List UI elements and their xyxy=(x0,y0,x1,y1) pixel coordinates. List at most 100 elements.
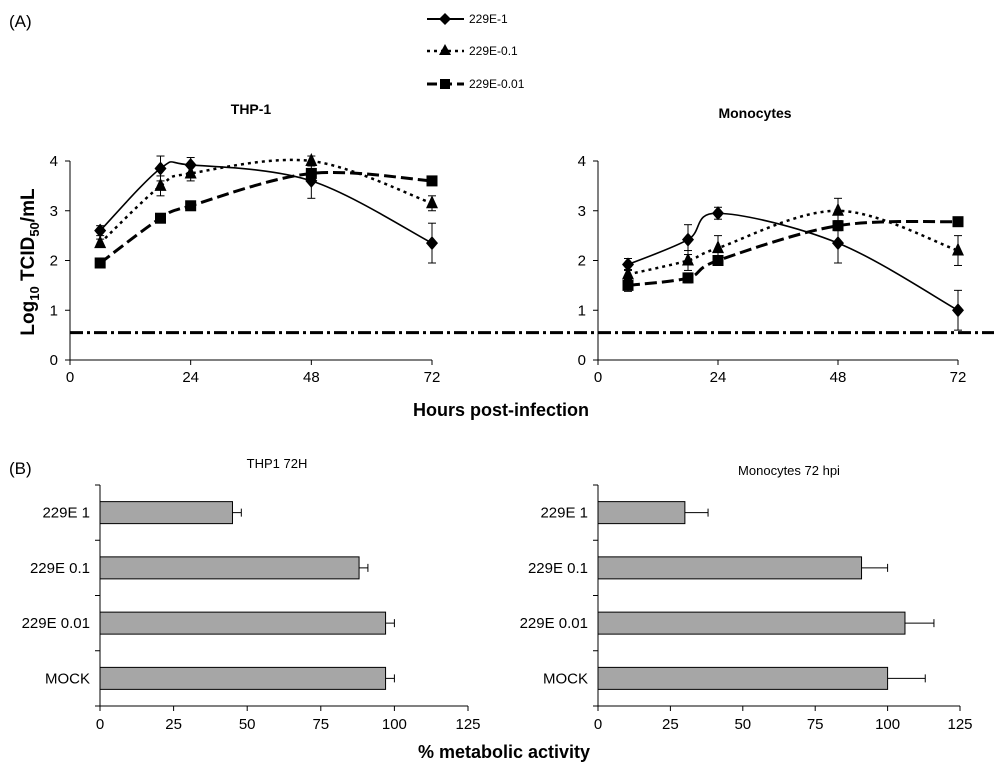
legend-entry-229E-1: 229E-1 xyxy=(427,12,508,26)
x-tick-label: 24 xyxy=(182,369,199,386)
y-tick-label: 1 xyxy=(578,302,586,319)
chart-title: Monocytes xyxy=(718,105,791,121)
data-point xyxy=(712,255,724,266)
bar xyxy=(99,611,387,635)
series-229E-0.1 xyxy=(622,197,964,280)
chart-title: THP-1 xyxy=(231,101,272,117)
legend-label-1: 229E-1 xyxy=(469,12,508,26)
x-tick-label: 125 xyxy=(947,716,972,733)
data-point xyxy=(154,161,167,176)
x-tick-label: 0 xyxy=(66,369,74,386)
chart-title: THP1 72H xyxy=(247,456,308,471)
category-label: 229E 0.1 xyxy=(30,560,90,577)
series-line xyxy=(627,219,959,287)
series-229E-0.01 xyxy=(622,216,964,292)
data-point xyxy=(952,216,964,228)
bar xyxy=(99,666,387,690)
data-point xyxy=(712,240,724,254)
series-229E-0.1 xyxy=(94,153,438,249)
data-point xyxy=(832,220,844,232)
panel-a-label: (A) xyxy=(9,12,32,31)
data-point xyxy=(305,167,317,179)
data-point xyxy=(426,236,438,251)
line-chart-monocytes: Monocytes 0 1 2 3 4 0 24 48 72 xyxy=(578,105,967,386)
data-point xyxy=(94,223,107,238)
bar xyxy=(99,501,233,525)
series-line xyxy=(99,161,433,244)
x-tick-label: 50 xyxy=(239,716,256,733)
category-label: MOCK xyxy=(543,670,588,687)
category-label: 229E 0.01 xyxy=(520,615,588,632)
series-line xyxy=(627,209,959,276)
y-tick-label: 0 xyxy=(50,352,58,369)
y-tick-label: 1 xyxy=(50,302,58,319)
data-point xyxy=(622,266,634,280)
y-tick-label: 4 xyxy=(50,153,58,170)
x-tick-label: 72 xyxy=(424,369,441,386)
data-point xyxy=(305,153,318,166)
x-tick-label: 25 xyxy=(662,716,679,733)
legend-entry-229E-0.1: 229E-0.1 xyxy=(427,44,518,58)
bar xyxy=(597,611,906,635)
bar xyxy=(597,556,863,580)
series-229E-1 xyxy=(622,206,964,331)
series-line xyxy=(99,158,433,244)
x-tick-label: 48 xyxy=(830,369,847,386)
series-229E-0.01 xyxy=(94,167,438,269)
legend-label-3: 229E-0.01 xyxy=(469,77,525,91)
x-tick-label: 100 xyxy=(382,716,407,733)
y-tick-label: 3 xyxy=(50,203,58,220)
data-point xyxy=(682,272,694,284)
x-tick-label: 25 xyxy=(165,716,182,733)
bar xyxy=(597,501,686,525)
data-point xyxy=(154,177,167,191)
legend-entry-229E-0.01: 229E-0.01 xyxy=(427,77,525,91)
data-point xyxy=(184,165,197,179)
line-chart-thp1: THP-1 0 1 2 3 4 0 24 48 72 xyxy=(50,101,441,386)
series-line xyxy=(627,212,959,311)
data-point xyxy=(832,202,844,216)
legend-label-2: 229E-0.1 xyxy=(469,44,518,58)
bar-x-axis-label: % metabolic activity xyxy=(418,742,590,762)
x-tick-label: 75 xyxy=(312,716,329,733)
category-label: MOCK xyxy=(45,670,90,687)
data-point xyxy=(94,257,106,269)
series-line xyxy=(99,170,433,265)
data-point xyxy=(622,279,634,291)
series-229E-1 xyxy=(94,155,438,264)
data-point xyxy=(622,257,634,272)
data-point xyxy=(682,252,694,266)
bar xyxy=(99,556,360,580)
chart-title: Monocytes 72 hpi xyxy=(738,463,840,478)
category-label: 229E 1 xyxy=(540,505,588,522)
y-tick-label: 2 xyxy=(50,253,58,270)
panel-b-label: (B) xyxy=(9,459,32,478)
x-tick-label: 24 xyxy=(710,369,727,386)
data-point xyxy=(185,200,197,212)
data-point xyxy=(682,232,694,247)
x-tick-label: 100 xyxy=(875,716,900,733)
data-point xyxy=(94,235,107,249)
legend: 229E-1 229E-0.1 229E-0.01 xyxy=(427,12,525,91)
x-tick-label: 50 xyxy=(734,716,751,733)
data-point xyxy=(952,242,964,256)
x-tick-label: 0 xyxy=(96,716,104,733)
x-tick-label: 75 xyxy=(807,716,824,733)
data-point xyxy=(832,236,844,251)
line-x-axis-label: Hours post-infection xyxy=(413,400,589,420)
bar-chart-monocytes: Monocytes 72 hpi 0 25 50 75 100 125 229E 1 229E … xyxy=(520,463,973,733)
data-point xyxy=(952,303,964,318)
data-point xyxy=(426,195,438,209)
x-tick-label: 48 xyxy=(303,369,320,386)
data-point xyxy=(184,157,197,172)
y-tick-label: 4 xyxy=(578,153,586,170)
y-tick-label: 0 xyxy=(578,352,586,369)
x-tick-label: 0 xyxy=(594,716,602,733)
category-label: 229E 0.01 xyxy=(22,615,90,632)
y-tick-label: 2 xyxy=(578,253,586,270)
x-tick-label: 125 xyxy=(455,716,480,733)
data-point xyxy=(155,212,166,224)
line-y-axis-label: Log10 TCID50/mL xyxy=(18,188,42,336)
category-label: 229E 0.1 xyxy=(528,560,588,577)
